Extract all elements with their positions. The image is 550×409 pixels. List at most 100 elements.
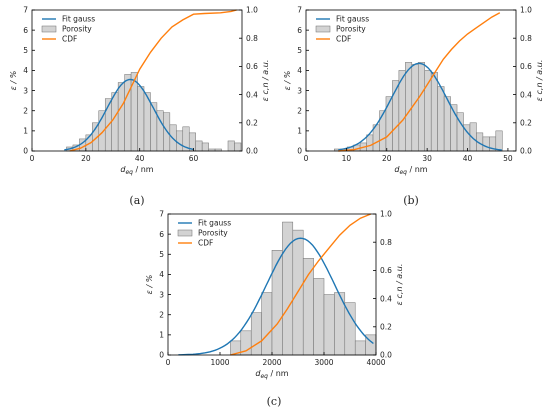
porosity-bar <box>261 292 273 356</box>
y-tick-label-right: 0.0 <box>520 147 532 156</box>
y-tick-label-left: 6 <box>297 26 302 35</box>
y-tick-label-right: 0.2 <box>246 119 258 128</box>
porosity-bar <box>323 294 335 356</box>
y-tick-label-right: 0.2 <box>520 119 532 128</box>
porosity-bar <box>227 140 235 152</box>
y-axis-label-right: ε c,n / a.u. <box>395 264 404 306</box>
legend-swatch-porosity <box>41 25 57 33</box>
x-tick-label: 1000 <box>210 358 229 367</box>
legend-swatch-porosity <box>177 229 193 237</box>
y-tick-label-right: 0.4 <box>520 90 532 99</box>
y-tick-label-left: 4 <box>297 66 302 75</box>
y-tick-label-left: 5 <box>23 46 28 55</box>
y-tick-label-left: 7 <box>159 210 164 219</box>
y-tick-label-left: 2 <box>23 106 28 115</box>
y-axis-label-left: ε / % <box>145 275 154 295</box>
chart-panel-1: 0 20 40 60 0 1 2 3 4 5 6 7 0.0 0.2 0.4 0.6 0.8 1.0 deq / n… <box>9 6 270 207</box>
x-axis-label: deq / nm <box>120 165 153 176</box>
y-tick-label-left: 0 <box>297 147 302 156</box>
porosity-bar <box>302 258 314 356</box>
y-tick-label-right: 0.6 <box>520 62 532 71</box>
porosity-bar <box>313 278 325 356</box>
y-tick-label-right: 0.4 <box>380 294 392 303</box>
y-tick-label-left: 1 <box>297 127 302 136</box>
legend-label-porosity: Porosity <box>198 229 228 238</box>
porosity-bar <box>124 74 132 152</box>
x-tick-label: 20 <box>81 154 91 163</box>
x-tick-label: 40 <box>463 154 473 163</box>
porosity-bar <box>201 142 209 152</box>
y-axis-label-right: ε c,n / a.u. <box>535 60 544 102</box>
x-tick-label: 0 <box>166 358 171 367</box>
porosity-bar <box>195 140 203 152</box>
gauss-fit-line <box>64 78 194 151</box>
porosity-bar <box>366 134 374 152</box>
y-tick-label-right: 0.8 <box>380 238 392 247</box>
y-tick-label-left: 3 <box>159 290 164 299</box>
y-tick-label-left: 6 <box>159 230 164 239</box>
x-tick-label: 0 <box>304 154 309 163</box>
porosity-bar <box>495 130 503 152</box>
porosity-bar <box>111 92 119 152</box>
x-tick-label: 50 <box>503 154 513 163</box>
y-tick-label-right: 0.6 <box>246 62 258 71</box>
cdf-line <box>338 12 501 152</box>
y-tick-label-left: 1 <box>23 127 28 136</box>
y-tick-label-right: 1.0 <box>380 210 392 219</box>
legend-label-gauss: Fit gauss <box>336 15 369 24</box>
gauss-fit-line <box>338 62 502 151</box>
porosity-bar <box>176 130 184 152</box>
y-tick-label-right: 0.4 <box>246 90 258 99</box>
porosity-bar <box>437 86 445 152</box>
x-axis-label: deq / nm <box>255 369 288 380</box>
legend-label-gauss: Fit gauss <box>198 219 231 228</box>
chart-panel-2: 0 10 20 30 40 50 0 1 2 3 4 5 6 7 0.0 0.2 0.4 0.6 0.8 1.0 deq… <box>283 6 544 207</box>
y-axis-label-left: ε / % <box>283 71 292 91</box>
legend-label-cdf: CDF <box>336 35 351 44</box>
y-tick-label-left: 4 <box>23 66 28 75</box>
y-tick-label-left: 2 <box>159 310 164 319</box>
porosity-bar <box>354 340 366 356</box>
legend-label-porosity: Porosity <box>62 25 92 34</box>
porosity-bar <box>411 64 419 152</box>
y-tick-label-right: 0.2 <box>380 323 392 332</box>
y-tick-label-left: 7 <box>23 6 28 15</box>
x-tick-label: 0 <box>30 154 35 163</box>
porosity-bar <box>234 142 242 152</box>
porosity-bar <box>137 86 145 152</box>
y-tick-label-left: 0 <box>159 351 164 360</box>
y-tick-label-right: 0.6 <box>380 266 392 275</box>
x-tick-label: 10 <box>342 154 352 163</box>
legend-label-gauss: Fit gauss <box>62 15 95 24</box>
legend-swatch-porosity <box>315 25 331 33</box>
y-tick-label-left: 1 <box>159 331 164 340</box>
y-tick-label-left: 3 <box>23 86 28 95</box>
porosity-bar <box>418 62 425 152</box>
x-tick-label: 2000 <box>262 358 281 367</box>
legend-label-cdf: CDF <box>62 35 77 44</box>
x-tick-label: 20 <box>382 154 392 163</box>
cdf-line <box>230 213 372 356</box>
x-tick-label: 4000 <box>366 358 385 367</box>
y-tick-label-right: 1.0 <box>520 6 532 15</box>
chart-panel-3: 0 1000 2000 3000 4000 0 1 2 3 4 5 6 7 0.0 0.2 0.4 0.6 0.8… <box>145 210 404 408</box>
y-tick-label-right: 1.0 <box>246 6 258 15</box>
panel-caption: (a) <box>129 194 144 207</box>
plot-frame <box>305 9 517 152</box>
y-tick-label-left: 3 <box>297 86 302 95</box>
x-axis-label: deq / nm <box>394 165 427 176</box>
x-tick-label: 30 <box>422 154 432 163</box>
x-tick-label: 3000 <box>314 358 333 367</box>
y-tick-label-left: 6 <box>23 26 28 35</box>
y-tick-label-left: 7 <box>297 6 302 15</box>
y-tick-label-right: 0.0 <box>380 351 392 360</box>
y-tick-label-left: 5 <box>159 250 164 259</box>
y-axis-label-left: ε / % <box>9 71 18 91</box>
y-axis-label-right: ε c,n / a.u. <box>261 60 270 102</box>
y-tick-label-left: 5 <box>297 46 302 55</box>
porosity-bar <box>271 250 283 356</box>
panel-caption: (c) <box>267 395 282 408</box>
